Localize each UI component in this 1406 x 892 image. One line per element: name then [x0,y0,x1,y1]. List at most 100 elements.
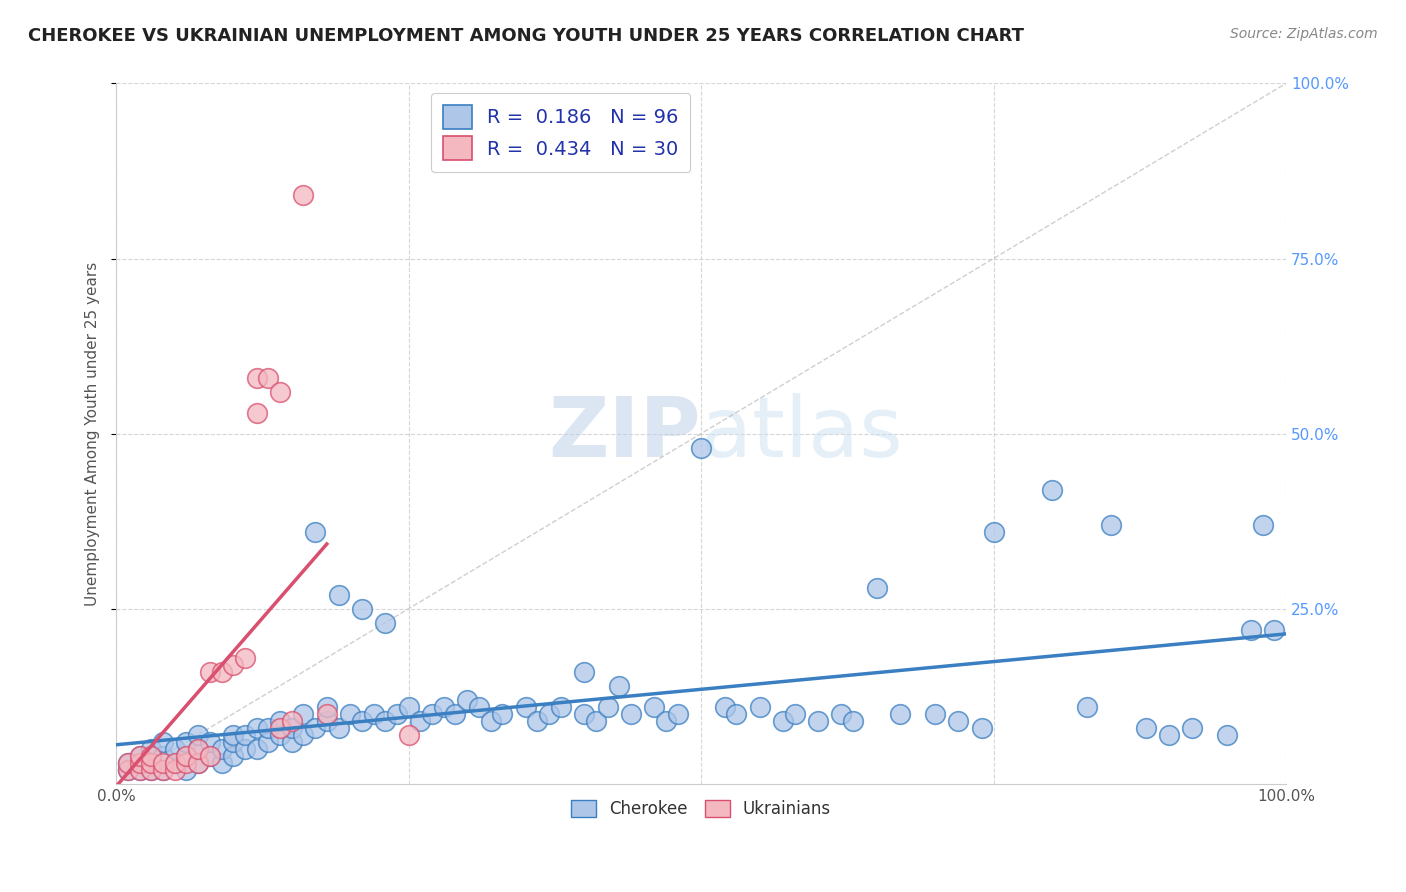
Point [187,756,209,770]
Point [117,763,139,777]
Point [128,756,150,770]
Point [572,665,595,679]
Point [607,679,630,693]
Point [211,756,233,770]
Y-axis label: Unemployment Among Youth under 25 years: Unemployment Among Youth under 25 years [86,261,100,606]
Point [128,763,150,777]
Point [222,748,245,763]
Point [479,714,502,728]
Point [748,699,770,714]
Point [117,763,139,777]
Point [141,741,163,756]
Point [176,756,198,770]
Point [1135,721,1157,735]
Point [246,721,269,735]
Point [374,714,396,728]
Point [363,706,385,721]
Point [141,756,163,770]
Point [1181,721,1204,735]
Point [596,699,619,714]
Point [257,721,280,735]
Point [315,714,337,728]
Point [328,721,350,735]
Point [141,763,163,777]
Point [269,714,291,728]
Point [339,706,361,721]
Point [1076,699,1098,714]
Point [783,706,806,721]
Point [222,735,245,749]
Point [176,735,198,749]
Point [1216,728,1239,742]
Point [725,706,748,721]
Point [187,741,209,756]
Point [398,728,420,742]
Point [515,699,537,714]
Point [152,748,174,763]
Text: Source: ZipAtlas.com: Source: ZipAtlas.com [1230,27,1378,41]
Point [128,748,150,763]
Point [538,706,561,721]
Point [246,406,269,420]
Point [280,721,302,735]
Point [842,714,865,728]
Point [141,756,163,770]
Point [141,763,163,777]
Point [246,370,269,384]
Point [970,721,993,735]
Point [444,706,467,721]
Point [983,524,1005,539]
Point [889,706,911,721]
Point [198,748,221,763]
Point [152,763,174,777]
Point [246,741,269,756]
Point [807,714,830,728]
Point [350,714,373,728]
Point [117,756,139,770]
Point [1240,623,1263,637]
Point [176,763,198,777]
Point [1263,623,1285,637]
Point [187,756,209,770]
Point [198,748,221,763]
Point [550,699,572,714]
Point [163,763,186,777]
Point [572,706,595,721]
Point [222,657,245,672]
Point [292,728,315,742]
Point [163,756,186,770]
Legend: Cherokee, Ukrainians: Cherokee, Ukrainians [564,793,838,824]
Point [398,699,420,714]
Point [643,699,665,714]
Point [269,721,291,735]
Point [117,756,139,770]
Text: atlas: atlas [702,393,903,474]
Point [280,735,302,749]
Point [865,581,887,595]
Point [269,728,291,742]
Point [187,741,209,756]
Point [176,748,198,763]
Point [690,441,713,455]
Point [713,699,735,714]
Point [1099,517,1122,532]
Point [222,728,245,742]
Point [176,748,198,763]
Point [433,699,456,714]
Point [420,706,443,721]
Point [526,714,548,728]
Point [585,714,607,728]
Point [1040,483,1063,497]
Point [128,763,150,777]
Point [211,665,233,679]
Point [304,721,326,735]
Point [198,735,221,749]
Point [233,728,256,742]
Point [292,188,315,202]
Point [948,714,970,728]
Point [257,370,280,384]
Point [304,524,326,539]
Point [409,714,432,728]
Point [152,735,174,749]
Point [772,714,794,728]
